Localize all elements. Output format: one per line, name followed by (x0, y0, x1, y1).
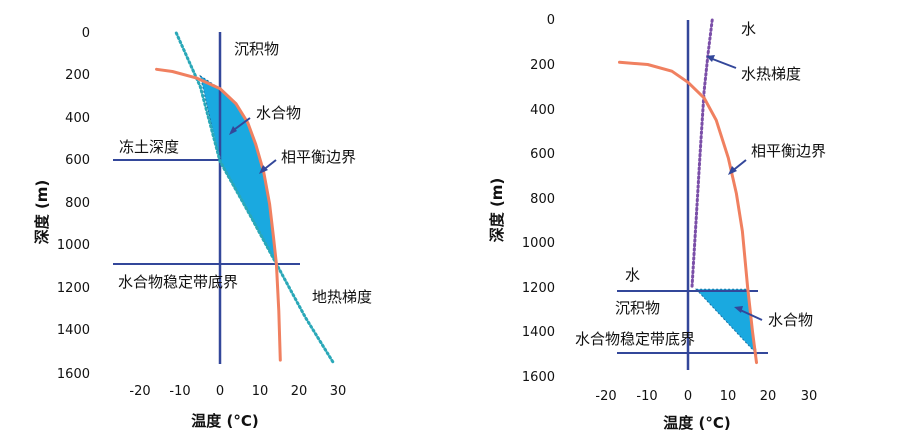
x-tick: 10 (720, 389, 737, 404)
y-tick: 0 (547, 13, 555, 28)
water-bottom-label: 水 (625, 266, 640, 284)
hydrate-label: 水合物 (768, 311, 813, 329)
y-tick: 200 (530, 58, 555, 73)
hydrate-base-label: 水合物稳定带底界 (118, 273, 238, 291)
water-gradient-label: 水热梯度 (741, 65, 801, 83)
hydrate-label: 水合物 (256, 104, 301, 122)
y-tick: 400 (530, 103, 555, 118)
x-axis-title: 温度 (°C) (191, 412, 258, 430)
frozen-depth-label: 冻土深度 (119, 138, 179, 156)
geothermal-gradient-line (174, 31, 335, 364)
y-tick: 200 (65, 68, 90, 83)
boundary-pointer-arrowhead (728, 166, 737, 175)
x-tick: 0 (684, 389, 692, 404)
water-top-label: 水 (741, 20, 756, 38)
x-tick: -10 (636, 389, 657, 404)
y-tick: 1200 (57, 281, 90, 296)
hydrate-pointer-arrowhead (229, 126, 237, 135)
x-tick: 10 (252, 384, 269, 399)
y-tick: 1600 (57, 367, 90, 382)
y-tick: 1400 (57, 323, 90, 338)
y-tick: 1200 (522, 281, 555, 296)
y-tick: 1600 (522, 370, 555, 385)
y-tick: 600 (530, 147, 555, 162)
geothermal-gradient-label: 地热梯度 (312, 288, 372, 306)
hydrate-pointer-arrowhead (734, 306, 743, 313)
phase-boundary-curve (618, 60, 758, 365)
y-tick: 1400 (522, 325, 555, 340)
x-axis-left: -20 -10 0 10 20 30 (129, 384, 346, 399)
x-tick: -20 (595, 389, 616, 404)
y-axis-right: 0 200 400 600 800 1000 1200 1400 1600 (522, 13, 555, 385)
hydrate-base-label: 水合物稳定带底界 (575, 330, 695, 348)
phase-boundary-curve (155, 67, 282, 362)
y-tick: 800 (65, 196, 90, 211)
phase-boundary-label: 相平衡边界 (751, 142, 826, 160)
x-tick: 30 (801, 389, 818, 404)
x-axis-title: 温度 (°C) (663, 414, 730, 432)
chart-left: 0 200 400 600 800 1000 1200 1400 1600 -2… (33, 26, 372, 430)
chart-right: 0 200 400 600 800 1000 1200 1400 1600 -2… (488, 13, 826, 432)
y-tick: 1000 (522, 236, 555, 251)
water-gradient-pointer-arrow (709, 57, 737, 69)
x-axis-right: -20 -10 0 10 20 30 (595, 389, 817, 404)
x-tick: -20 (129, 384, 150, 399)
x-tick: 20 (760, 389, 777, 404)
y-tick: 0 (82, 26, 90, 41)
x-tick: 20 (291, 384, 308, 399)
x-tick: 0 (216, 384, 224, 399)
water-gradient-line (690, 18, 714, 289)
y-axis-title: 深度 (m) (488, 178, 506, 243)
x-tick: 30 (330, 384, 347, 399)
hydrate-pointer-arrow (737, 308, 763, 321)
y-tick: 400 (65, 111, 90, 126)
y-axis-title: 深度 (m) (33, 180, 51, 245)
x-tick: -10 (169, 384, 190, 399)
y-axis-left: 0 200 400 600 800 1000 1200 1400 1600 (57, 26, 90, 382)
phase-boundary-label: 相平衡边界 (281, 148, 356, 166)
y-tick: 1000 (57, 238, 90, 253)
hydrate-zone (694, 288, 758, 356)
sediment-label: 沉积物 (234, 40, 279, 58)
y-tick: 800 (530, 192, 555, 207)
y-tick: 600 (65, 153, 90, 168)
water-gradient-pointer-arrowhead (706, 55, 715, 62)
boundary-pointer-arrowhead (259, 165, 268, 174)
sediment-label: 沉积物 (615, 299, 660, 317)
